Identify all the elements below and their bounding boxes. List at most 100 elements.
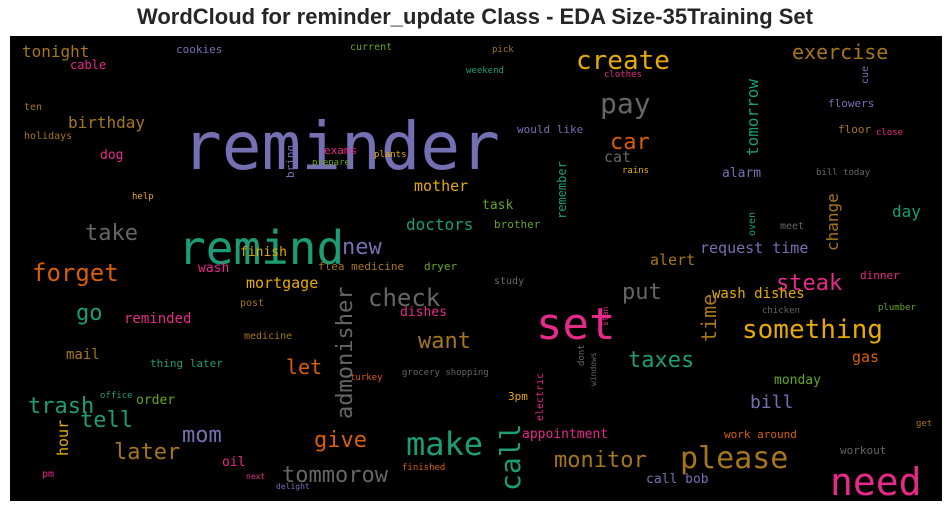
wordcloud-word-wash: wash bbox=[198, 261, 229, 276]
wordcloud-word-would-like: would like bbox=[517, 123, 583, 136]
wordcloud-word-alert: alert bbox=[650, 251, 695, 269]
wordcloud-word-gas: gas bbox=[852, 348, 879, 366]
wordcloud-word-mother: mother bbox=[414, 177, 468, 195]
wordcloud-word-please: please bbox=[680, 441, 788, 476]
wordcloud-word-holidays: holidays bbox=[24, 131, 72, 142]
wordcloud-word-appointment: appointment bbox=[522, 427, 608, 442]
wordcloud-word-create: create bbox=[576, 46, 670, 76]
wordcloud-word-ten: ten bbox=[24, 102, 42, 113]
wordcloud-word-cat: cat bbox=[604, 148, 631, 166]
wordcloud-word-tommorow: tommorow bbox=[282, 463, 389, 488]
wordcloud-word-reminded: reminded bbox=[124, 311, 191, 327]
wordcloud-word-delight: delight bbox=[276, 482, 310, 491]
wordcloud-word-post: post bbox=[240, 298, 264, 309]
wordcloud-word-mortgage: mortgage bbox=[246, 274, 318, 292]
wordcloud-word-rains: rains bbox=[622, 166, 649, 176]
wordcloud-word-hour: hour bbox=[54, 420, 72, 456]
wordcloud-word-steak: steak bbox=[776, 271, 842, 296]
wordcloud-word-car: car bbox=[610, 130, 650, 155]
wordcloud-word-new: new bbox=[342, 235, 382, 260]
wordcloud-word-something: something bbox=[742, 315, 883, 345]
wordcloud-word-dishes: dishes bbox=[400, 305, 447, 320]
wordcloud-word-close: close bbox=[876, 128, 903, 138]
wordcloud-word-bill: bill bbox=[750, 392, 793, 413]
wordcloud-word-set: set bbox=[536, 299, 615, 350]
wordcloud-word-take: take bbox=[85, 221, 138, 246]
wordcloud-word-let: let bbox=[286, 355, 322, 379]
wordcloud-word-next: next bbox=[246, 472, 265, 481]
wordcloud-word-go: go bbox=[76, 301, 103, 326]
wordcloud-word-turkey: turkey bbox=[350, 373, 383, 383]
wordcloud-word-weekend: weekend bbox=[466, 66, 504, 76]
wordcloud-word-put: put bbox=[622, 280, 662, 305]
wordcloud-word-thing-later: thing later bbox=[150, 357, 223, 370]
wordcloud-word-flowers: flowers bbox=[828, 97, 874, 110]
wordcloud-word-request-time: request time bbox=[700, 239, 808, 257]
wordcloud-word-help: help bbox=[132, 192, 154, 202]
wordcloud-word-mail: mail bbox=[66, 347, 100, 363]
wordcloud-word-change: change bbox=[823, 193, 842, 251]
wordcloud-word-dryer: dryer bbox=[424, 260, 457, 273]
wordcloud-word-dinner: dinner bbox=[860, 269, 900, 282]
wordcloud-word-dont: dont bbox=[577, 344, 587, 366]
wordcloud-word-need: need bbox=[830, 460, 922, 501]
wordcloud-word-plumber: plumber bbox=[878, 303, 917, 313]
wordcloud-word-wash-dishes: wash dishes bbox=[712, 286, 805, 302]
wordcloud-word-trash: trash bbox=[28, 394, 94, 419]
wordcloud-word-remind: remind bbox=[178, 221, 344, 275]
wordcloud-word-want: want bbox=[418, 329, 471, 354]
wordcloud-word-workout: workout bbox=[840, 444, 886, 457]
wordcloud-word-later: later bbox=[114, 440, 180, 465]
wordcloud-word-exercise: exercise bbox=[792, 40, 888, 64]
wordcloud-word-task: task bbox=[482, 198, 513, 213]
wordcloud-word-medicine: medicine bbox=[244, 331, 292, 342]
wordcloud-word-alarm: alarm bbox=[722, 166, 761, 181]
wordcloud-panel: reminder remind set need make please create pay… bbox=[10, 36, 942, 501]
wordcloud-word-clothes: clothes bbox=[604, 70, 642, 80]
wordcloud-word-exams: exams bbox=[324, 144, 357, 157]
wordcloud-word-current: current bbox=[350, 42, 392, 53]
wordcloud-word-finished: finished bbox=[402, 463, 445, 473]
wordcloud-word-cue: cue bbox=[860, 66, 871, 84]
wordcloud-word-doctors: doctors bbox=[406, 215, 473, 234]
wordcloud-word-bill-today: bill today bbox=[816, 168, 871, 178]
wordcloud-word-day: day bbox=[892, 202, 921, 221]
wordcloud-word-give: give bbox=[314, 428, 367, 453]
wordcloud-word-work-around: work around bbox=[724, 428, 797, 441]
wordcloud-word-office: office bbox=[100, 391, 133, 401]
wordcloud-svg: reminder remind set need make please create pay… bbox=[22, 40, 932, 501]
wordcloud-word-mom: mom bbox=[182, 423, 222, 448]
wordcloud-word-cookies: cookies bbox=[176, 43, 222, 56]
chart-title: WordCloud for reminder_update Class - ED… bbox=[136, 4, 813, 29]
wordcloud-word-monitor: monitor bbox=[554, 448, 647, 473]
wordcloud-word-taxes: taxes bbox=[628, 348, 694, 373]
wordcloud-word-windows: windows bbox=[589, 352, 598, 386]
wordcloud-word-oven: oven bbox=[747, 212, 758, 236]
wordcloud-word-pm: pm bbox=[42, 469, 54, 480]
wordcloud-word-forget: forget bbox=[32, 259, 119, 287]
wordcloud-word-monday: monday bbox=[774, 373, 821, 388]
wordcloud-word-bring: bring bbox=[284, 145, 297, 178]
wordcloud-word-reminder: reminder bbox=[182, 108, 500, 185]
wordcloud-word-study: study bbox=[494, 276, 524, 287]
wordcloud-word-make: make bbox=[406, 425, 483, 463]
wordcloud-word-tomorrow: tomorrow bbox=[743, 79, 762, 156]
wordcloud-word-finish: finish bbox=[240, 245, 287, 260]
wordcloud-word-birthday: birthday bbox=[68, 113, 145, 132]
wordcloud-word-order: order bbox=[136, 393, 175, 408]
wordcloud-word-time: time bbox=[697, 294, 721, 342]
wordcloud-word-prepare: prepare bbox=[312, 158, 350, 168]
wordcloud-word-chicken: chicken bbox=[762, 306, 800, 316]
wordcloud-word-get: get bbox=[916, 419, 932, 429]
wordcloud-word-cable: cable bbox=[70, 58, 106, 72]
wordcloud-word-meet: meet bbox=[780, 221, 804, 232]
wordcloud-word-tell: tell bbox=[80, 408, 133, 433]
wordcloud-word-pay: pay bbox=[600, 87, 651, 120]
wordcloud-word-floor: floor bbox=[838, 123, 871, 136]
wordcloud-word-brother: brother bbox=[494, 218, 541, 231]
wordcloud-word-remember: remember bbox=[555, 161, 569, 219]
wordcloud-word-check: check bbox=[368, 284, 441, 312]
wordcloud-word-stan: stan bbox=[601, 307, 610, 326]
wordcloud-word-tonight: tonight bbox=[22, 42, 89, 61]
wordcloud-word-electric: electric bbox=[535, 373, 546, 421]
